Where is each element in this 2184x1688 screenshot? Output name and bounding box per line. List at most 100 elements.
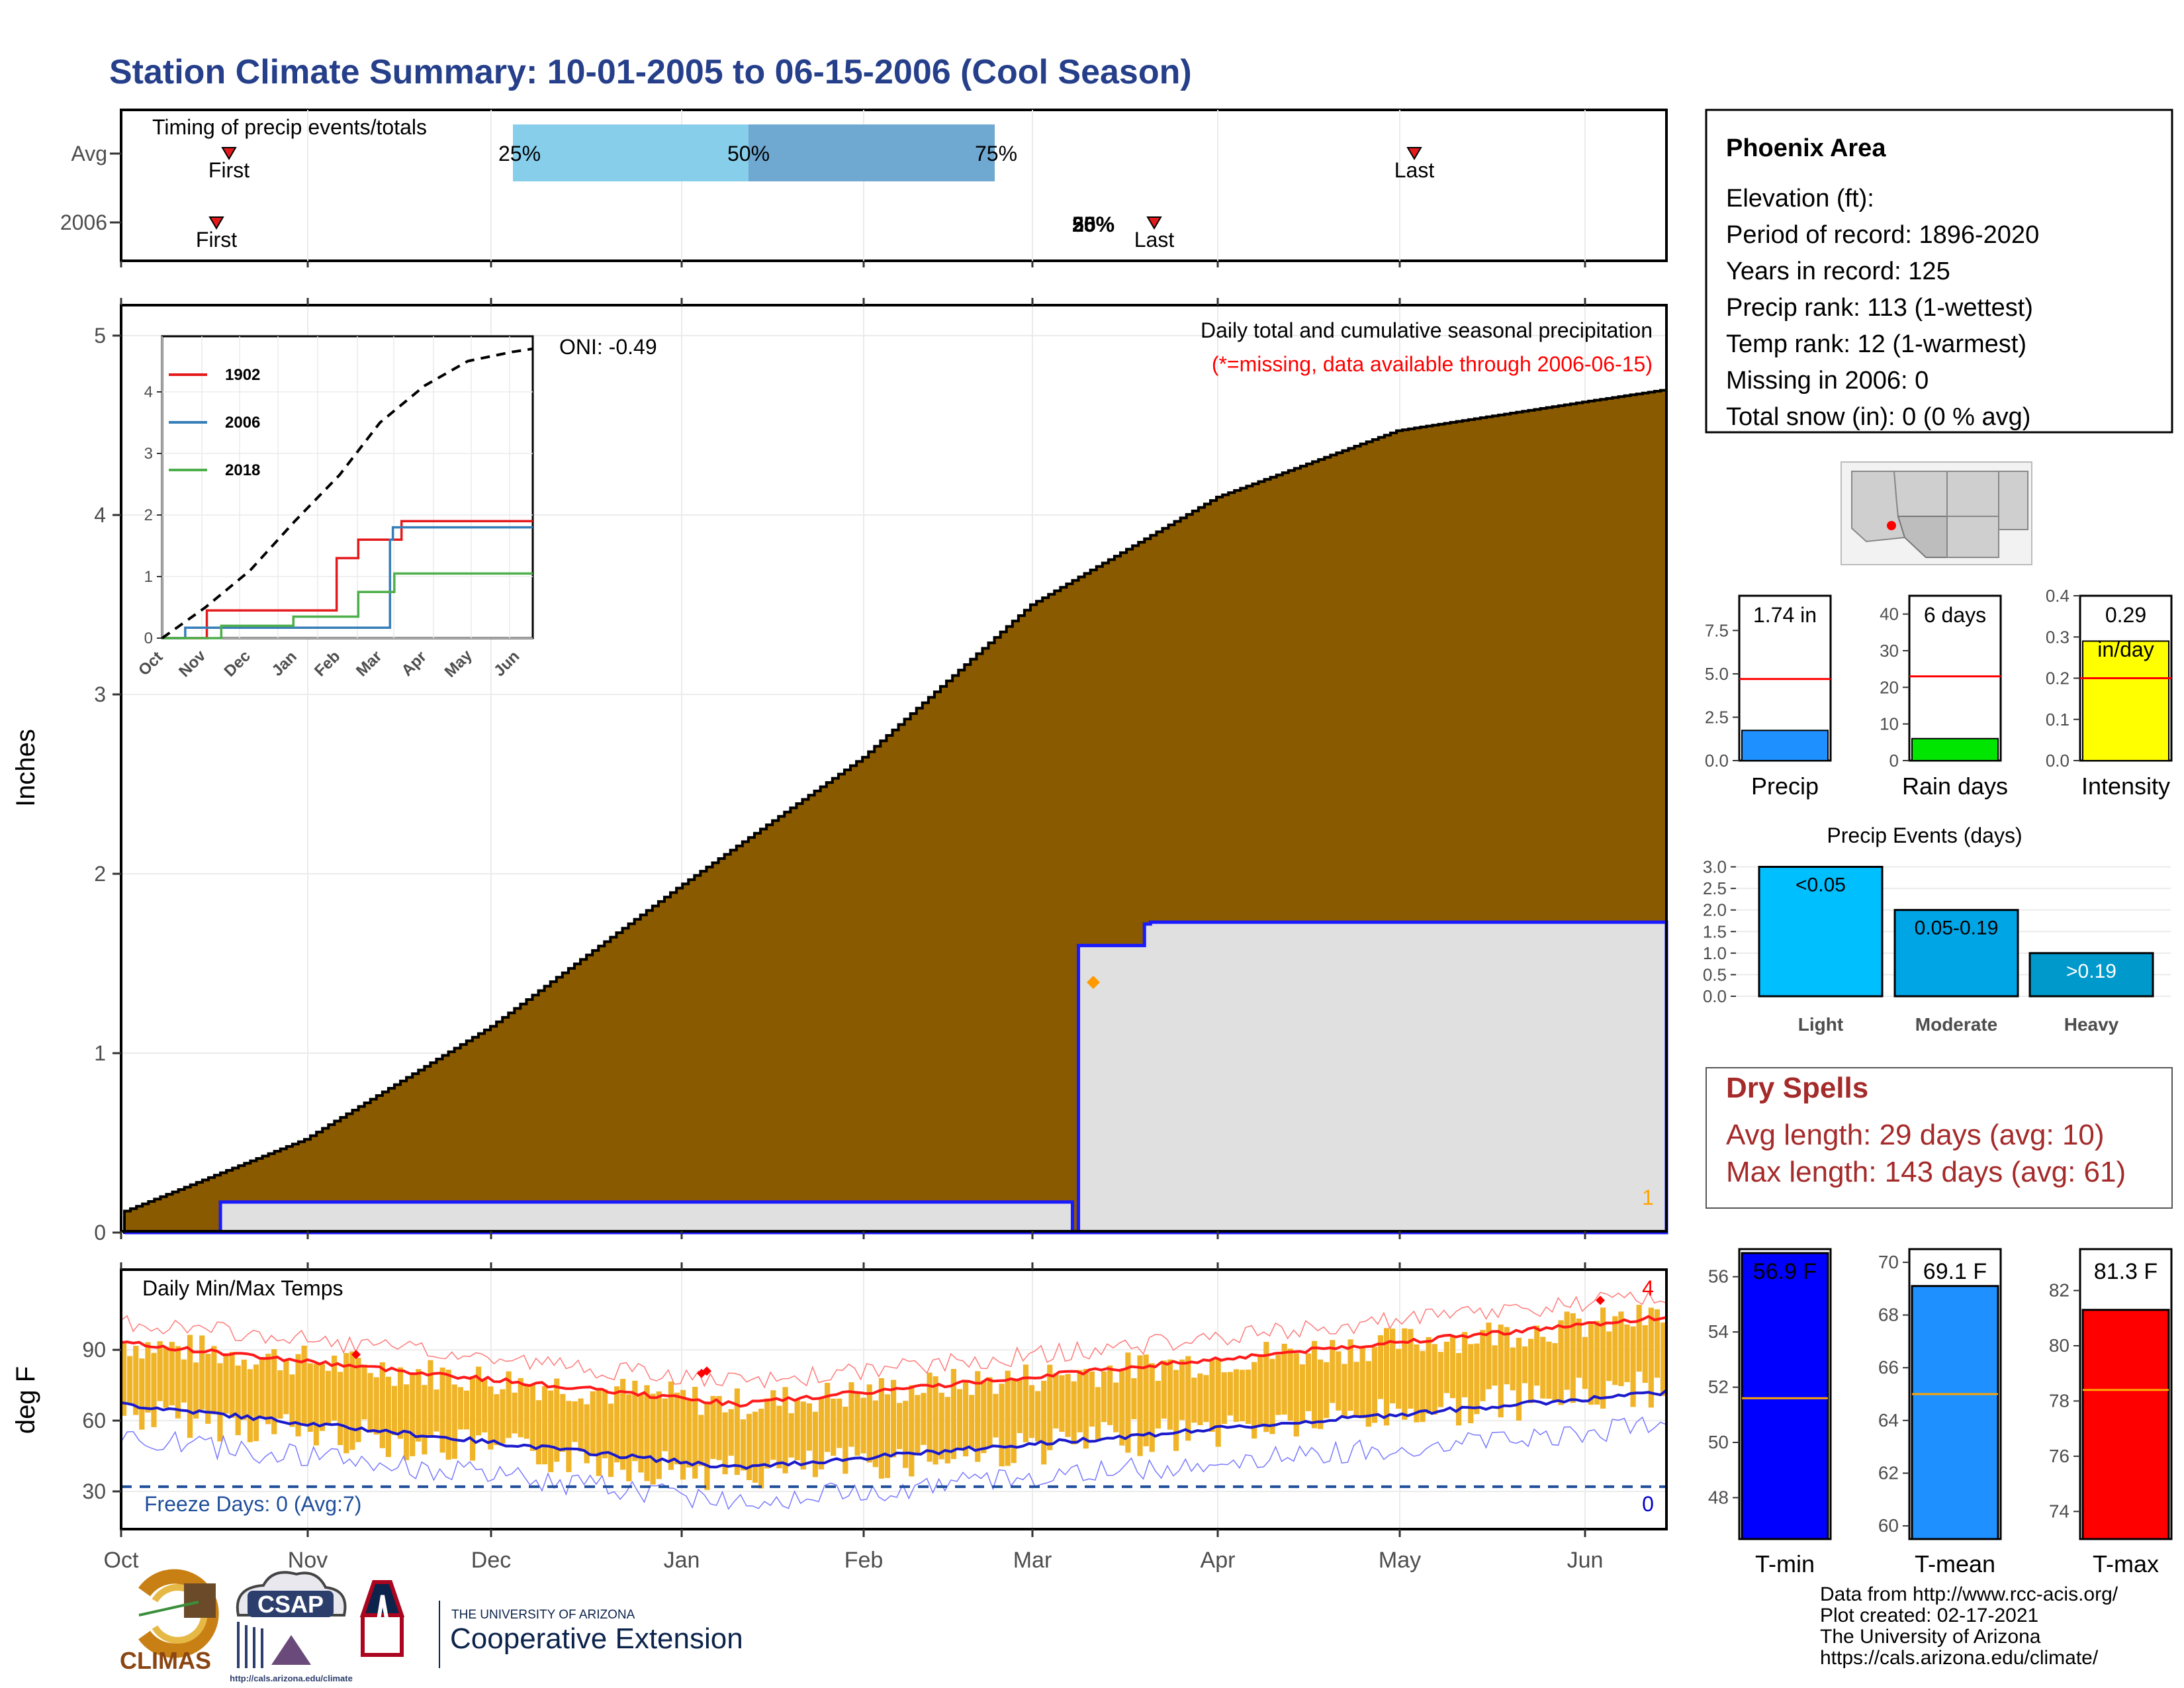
temp-summary-ytick-label: 66 (1878, 1357, 1899, 1378)
temp-daily-bar (650, 1393, 656, 1485)
temp-daily-bar (1558, 1320, 1564, 1405)
inset-line-2018 (162, 572, 533, 639)
temp-daily-bar (825, 1383, 831, 1452)
temp-daily-bar (806, 1403, 812, 1451)
info-precip-rank: Precip rank: 113 (1-wettest) (1726, 294, 2033, 322)
temp-daily-bar (121, 1342, 127, 1416)
temp-daily-bar (860, 1397, 866, 1454)
summary-value-bar (1911, 737, 1999, 762)
footer: CLIMAS CSAP http://cals.arizona.edu/clim… (120, 1569, 2118, 1683)
temp-daily-bar (1318, 1359, 1324, 1429)
temp-daily-bar (1119, 1370, 1125, 1446)
temp-daily-bar (560, 1393, 566, 1452)
temp-daily-bar (229, 1352, 235, 1418)
precip-ytick-label: 1 (94, 1041, 106, 1065)
temp-value-label: 56.9 F (1753, 1259, 1817, 1284)
temp-daily-bar (319, 1364, 326, 1431)
inset-avg-line (161, 347, 533, 639)
temp-daily-bar (535, 1400, 542, 1465)
temp-daily-bar (1492, 1345, 1498, 1386)
temp-ytick-label: 90 (82, 1338, 106, 1362)
temp-daily-bar (1209, 1360, 1215, 1432)
temp-daily-bar (1570, 1313, 1576, 1403)
month-label: Nov (288, 1548, 328, 1573)
inset-legend-label: 2018 (225, 461, 260, 479)
temp-daily-bar (950, 1368, 956, 1460)
temp-value-label: 81.3 F (2094, 1259, 2158, 1284)
temp-daily-bar (728, 1409, 734, 1456)
temp-daily-bar (993, 1393, 999, 1438)
month-label: Dec (471, 1548, 511, 1573)
temp-daily-bar (217, 1363, 223, 1442)
temp-summary-ytick-label: 68 (1878, 1305, 1899, 1325)
csap-wordmark: CSAP (257, 1591, 324, 1618)
temp-daily-bar (373, 1377, 379, 1435)
temp-daily-bar (1618, 1311, 1624, 1386)
temp-summary-ytick-label: 56 (1708, 1266, 1729, 1287)
summary-ytick-label: 40 (1880, 604, 1899, 624)
temp-daily-bar (1606, 1331, 1612, 1382)
temp-daily-bar (463, 1390, 470, 1430)
temp-daily-bar (740, 1419, 746, 1471)
temp-daily-bar (1642, 1325, 1648, 1383)
temp-daily-bar (1486, 1322, 1492, 1389)
timing-avg-q1-bar (513, 124, 749, 181)
temp-daily-bar (1005, 1370, 1011, 1466)
events-bar-light (1758, 866, 1884, 998)
temp-record-marker (702, 1366, 711, 1376)
summary-ytick-label: 2.5 (1705, 707, 1729, 727)
temp-daily-bar (897, 1403, 903, 1450)
temp-value-bar (1911, 1285, 1999, 1540)
temp-daily-bar (921, 1393, 927, 1445)
temp-daily-bar (445, 1370, 451, 1460)
temp-daily-bar (608, 1403, 614, 1477)
precip-2006-cumulative-area (124, 920, 1668, 1235)
temp-daily-bar (842, 1407, 848, 1474)
temp-value-bar (2081, 1309, 2170, 1540)
temp-daily-bar (782, 1387, 788, 1474)
summary-ytick-label: 7.5 (1705, 620, 1729, 640)
temp-daily-bar (1588, 1324, 1594, 1405)
temp-daily-bar (969, 1395, 975, 1450)
dry-spells-box: Dry Spells Avg length: 29 days (avg: 10)… (1706, 1067, 2173, 1209)
events-bar-heavy (2028, 952, 2154, 998)
temp-daily-bar (1432, 1344, 1437, 1415)
temp-daily-bar (476, 1366, 482, 1436)
temp-freeze-count: 0 (1642, 1492, 1654, 1516)
temp-daily-bar (596, 1388, 602, 1476)
temp-daily-bar (325, 1370, 332, 1425)
month-label: May (1379, 1548, 1421, 1573)
temp-daily-bar (1504, 1327, 1510, 1385)
temp-daily-bar (133, 1346, 139, 1415)
temp-summary-ytick-label: 82 (2049, 1280, 2070, 1301)
temp-daily-bar (1402, 1328, 1408, 1420)
temp-daily-bar (938, 1392, 944, 1460)
temp-daily-bar (800, 1401, 806, 1470)
temp-daily-bar (614, 1386, 620, 1463)
temp-daily-bar (247, 1369, 253, 1442)
temp-daily-bar (1636, 1305, 1642, 1372)
month-label: Oct (104, 1548, 139, 1573)
temp-daily-bar (338, 1372, 343, 1446)
temp-daily-bar (404, 1384, 410, 1460)
temp-bar-label: T-min (1755, 1550, 1815, 1577)
precip-events-chart: Precip Events (days) 0.00.51.01.52.02.53… (1703, 823, 2171, 1035)
timing-2006-first: First (196, 228, 237, 252)
temp-daily-bar (1173, 1370, 1179, 1451)
precip-ytick-label: 5 (94, 324, 106, 348)
temp-daily-bar (1468, 1344, 1474, 1423)
temp-daily-bar (1083, 1368, 1089, 1449)
month-label: Jun (1567, 1548, 1604, 1573)
events-category-label: Moderate (1915, 1014, 1997, 1035)
locator-map (1841, 461, 2032, 565)
temp-daily-bar (1107, 1365, 1113, 1425)
temp-daily-bar (451, 1384, 457, 1459)
temp-daily-bar (1275, 1354, 1281, 1415)
temp-daily-bar (987, 1377, 993, 1448)
summary-bar-label: Precip (1751, 773, 1819, 800)
info-snow: Total snow (in): 0 (0 % avg) (1726, 403, 2030, 431)
timing-avg-first-marker (221, 147, 237, 160)
temp-daily-bar (1017, 1380, 1023, 1433)
temp-daily-bar (662, 1398, 668, 1452)
temp-daily-bar (1552, 1342, 1558, 1401)
